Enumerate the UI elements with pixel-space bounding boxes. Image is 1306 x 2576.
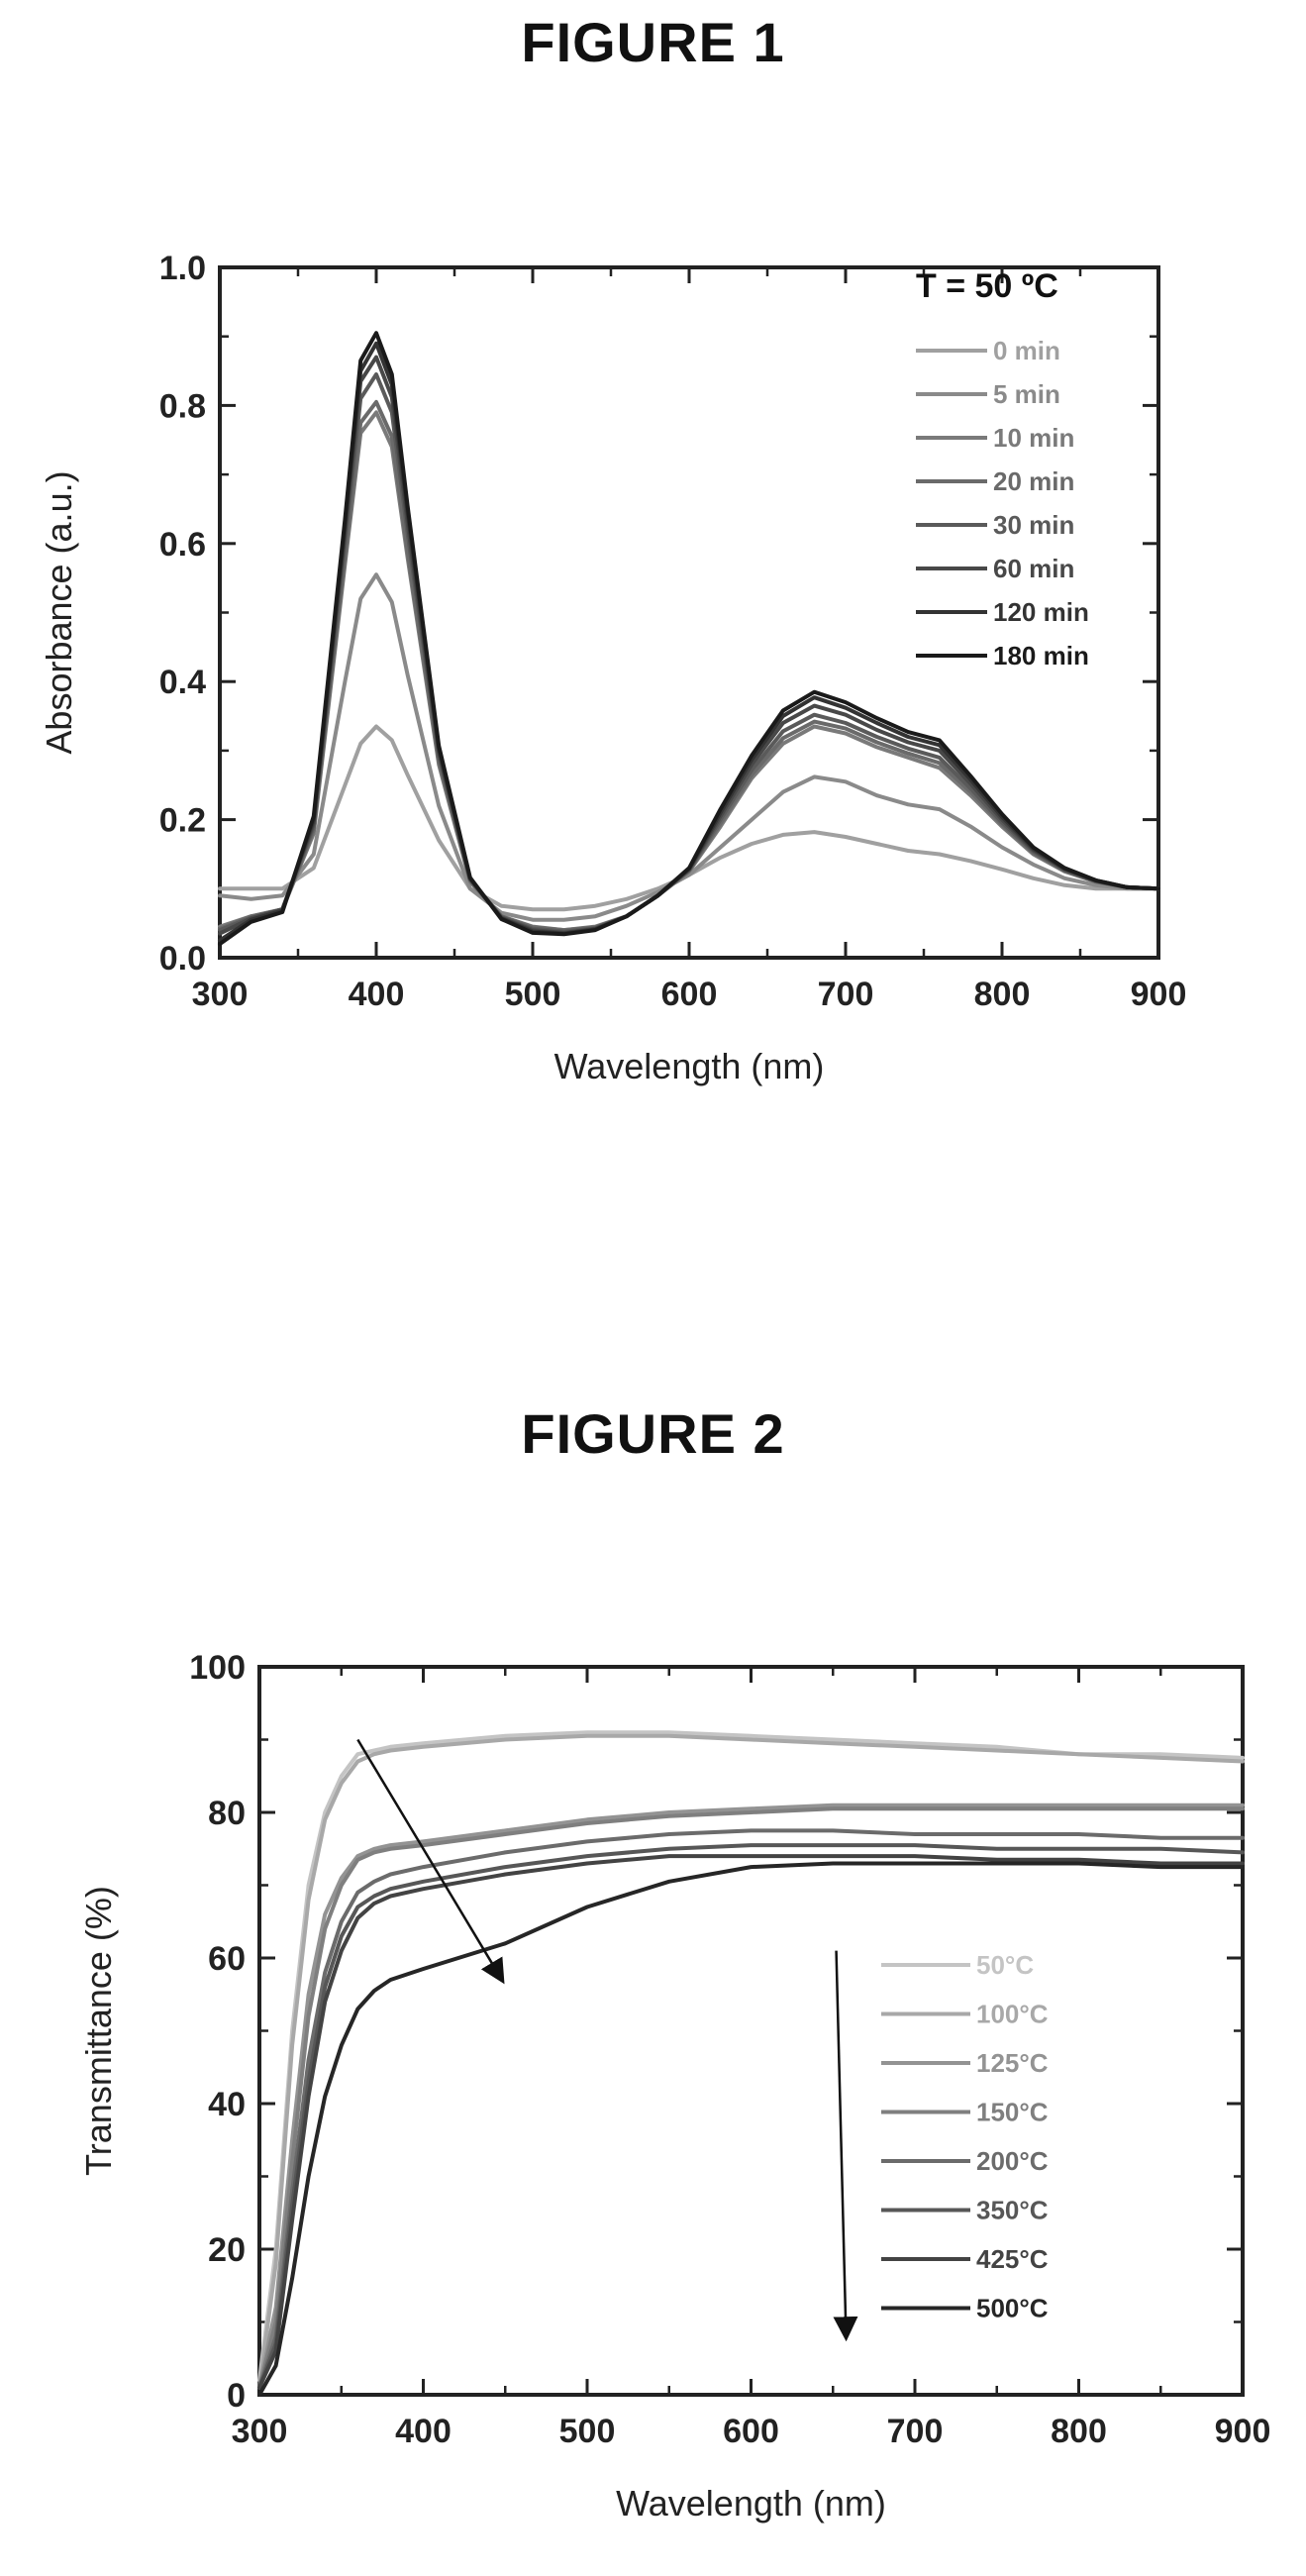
legend-label: 100°C bbox=[976, 2000, 1049, 2029]
series-line-100-c bbox=[257, 1733, 1245, 2390]
x-tick-label: 400 bbox=[349, 976, 405, 1013]
x-tick-label: 800 bbox=[974, 976, 1031, 1013]
absorbance-chart: 300 400 500 600 700 800 900 0.0 0.2 0.4 0.6 0.8 1.0 W… bbox=[39, 250, 1187, 1086]
series-line-50-c bbox=[257, 1730, 1245, 2383]
x-tick-label: 800 bbox=[1051, 2413, 1107, 2450]
y-tick-label: 20 bbox=[208, 2231, 246, 2269]
y-tick-label: 60 bbox=[208, 1940, 246, 1978]
x-tick-label: 600 bbox=[661, 976, 718, 1013]
figure-2-title: FIGURE 2 bbox=[521, 1402, 785, 1465]
x-tick-label: 700 bbox=[818, 976, 874, 1013]
y-tick-label: 0.4 bbox=[159, 664, 206, 701]
series-line-200-c bbox=[257, 1828, 1245, 2390]
x-tick-label: 900 bbox=[1131, 976, 1187, 1013]
legend-label: 10 min bbox=[993, 423, 1074, 453]
series-line-500-c bbox=[257, 1861, 1245, 2397]
y-tick-label: 1.0 bbox=[159, 250, 206, 287]
x-tick-label: 400 bbox=[395, 2413, 452, 2450]
x-axis-label: Wavelength (nm) bbox=[554, 1046, 825, 1086]
x-axis-label: Wavelength (nm) bbox=[616, 2483, 886, 2524]
series-line-0-min bbox=[218, 724, 1160, 912]
y-tick-label: 100 bbox=[189, 1649, 246, 1687]
x-tick-label: 700 bbox=[887, 2413, 944, 2450]
y-tick-label: 80 bbox=[208, 1795, 246, 1832]
legend-label: 60 min bbox=[993, 554, 1074, 583]
x-tick-label: 900 bbox=[1215, 2413, 1271, 2450]
plot-frame bbox=[257, 1665, 1245, 2397]
legend-label: 20 min bbox=[993, 466, 1074, 496]
legend-label: 500°C bbox=[976, 2294, 1049, 2323]
series-line-180-min bbox=[218, 331, 1160, 947]
x-tick-label: 500 bbox=[559, 2413, 616, 2450]
figure-1-title: FIGURE 1 bbox=[521, 11, 785, 73]
legend-label: 5 min bbox=[993, 379, 1060, 409]
y-axis-label: Absorbance (a.u.) bbox=[39, 470, 79, 754]
series-line-5-min bbox=[218, 572, 1160, 922]
y-tick-label: 0.8 bbox=[159, 387, 206, 425]
legend-label: 180 min bbox=[993, 641, 1089, 670]
series-line-350-c bbox=[257, 1843, 1245, 2390]
legend-title: T = 50 ºC bbox=[916, 267, 1058, 305]
y-tick-label: 0.6 bbox=[159, 526, 206, 564]
x-tick-label: 300 bbox=[192, 976, 249, 1013]
series-line-425-c bbox=[257, 1854, 1245, 2390]
series-line-150-c bbox=[257, 1806, 1245, 2390]
y-tick-label: 0.2 bbox=[159, 802, 206, 840]
x-tick-label: 300 bbox=[232, 2413, 288, 2450]
legend-label: 350°C bbox=[976, 2196, 1049, 2225]
trend-arrow bbox=[833, 1950, 858, 2342]
legend-label: 120 min bbox=[993, 597, 1089, 627]
y-tick-label: 0 bbox=[227, 2377, 246, 2415]
legend-label: 425°C bbox=[976, 2244, 1049, 2274]
legend-label: 0 min bbox=[993, 336, 1060, 365]
series-line-125-c bbox=[257, 1803, 1245, 2390]
y-tick-label: 40 bbox=[208, 2086, 246, 2123]
legend-label: 50°C bbox=[976, 1950, 1034, 1980]
legend-label: 30 min bbox=[993, 510, 1074, 540]
x-tick-label: 500 bbox=[505, 976, 561, 1013]
x-tick-label: 600 bbox=[723, 2413, 779, 2450]
legend-label: 150°C bbox=[976, 2098, 1049, 2127]
legend-label: 125°C bbox=[976, 2048, 1049, 2078]
y-axis-label: Transmittance (%) bbox=[78, 1886, 119, 2176]
trend-arrow bbox=[356, 1738, 505, 1985]
legend-label: 200°C bbox=[976, 2146, 1049, 2176]
y-tick-label: 0.0 bbox=[159, 940, 206, 978]
